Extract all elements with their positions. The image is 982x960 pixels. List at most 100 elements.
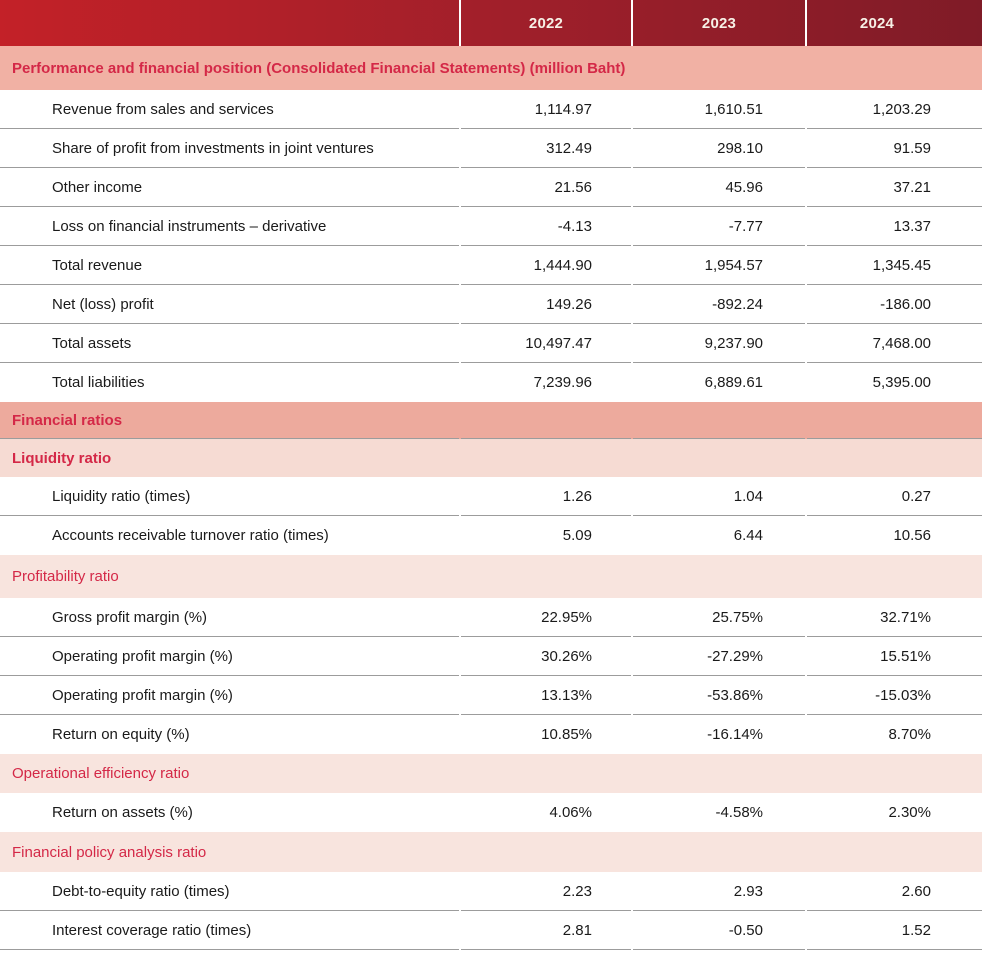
value-2023: 9,237.90 (704, 335, 763, 352)
table-row-accounts-receivable-turnover-ratio-times: Accounts receivable turnover ratio (time… (0, 516, 982, 555)
table-row-gross-profit-margin: Gross profit margin (%) 22.95% 25.75% 32.71… (0, 598, 982, 637)
value-2023: -27.29% (707, 648, 763, 665)
value-2024: 15.51% (880, 648, 931, 665)
table-row-interest-coverage-ratio-times: Interest coverage ratio (times) 2.81 -0.50… (0, 911, 982, 950)
row-label: Total liabilities (52, 374, 145, 391)
row-label: Loss on financial instruments – derivati… (52, 218, 327, 235)
value-2022: 5.09 (562, 527, 592, 544)
row-label: Debt-to-equity ratio (times) (52, 883, 230, 900)
column-header-2022: 2022 (528, 14, 564, 32)
table-row-liquidity-ratio-times: Liquidity ratio (times) 1.26 1.04 0.27 (0, 477, 982, 516)
table-row-loss-on-financial-instruments-derivative: Loss on financial instruments – derivati… (0, 207, 982, 246)
value-2023: 45.96 (725, 179, 763, 196)
value-2022: 30.26% (541, 648, 592, 665)
row-label: Liquidity ratio (times) (52, 488, 191, 505)
row-label: Total revenue (52, 257, 143, 274)
row-label: Return on equity (%) (52, 726, 190, 743)
value-2023: -4.58% (715, 804, 763, 821)
table-row-return-on-equity: Return on equity (%) 10.85% -16.14% 8.70% (0, 715, 982, 754)
section-header-liquidity-ratio: Liquidity ratio (0, 439, 982, 477)
value-2023: -7.77 (728, 218, 763, 235)
value-2023: -892.24 (712, 296, 763, 313)
table-body: Performance and financial position (Cons… (0, 46, 982, 950)
value-2023: 6.44 (733, 527, 763, 544)
row-label: Net (loss) profit (52, 296, 154, 313)
value-2024: 13.37 (893, 218, 931, 235)
value-2022: 10,497.47 (525, 335, 592, 352)
row-label: Total assets (52, 335, 132, 352)
row-label: Share of profit from investments in join… (52, 140, 374, 157)
row-label: Other income (52, 179, 143, 196)
value-2024: 1,203.29 (872, 101, 931, 118)
value-2024: 91.59 (893, 140, 931, 157)
row-label: Operating profit margin (%) (52, 648, 233, 665)
value-2023: 1,954.57 (704, 257, 763, 274)
table-row-return-on-assets: Return on assets (%) 4.06% -4.58% 2.30% (0, 793, 982, 832)
value-2024: 32.71% (880, 609, 931, 626)
value-2024: 7,468.00 (872, 335, 931, 352)
value-2024: -15.03% (875, 687, 931, 704)
section-title: Performance and financial position (Cons… (12, 59, 626, 77)
row-label: Operating profit margin (%) (52, 687, 233, 704)
header-column-divider (805, 0, 807, 46)
value-2022: 2.23 (562, 883, 592, 900)
column-header-2023: 2023 (701, 14, 737, 32)
value-2022: 21.56 (554, 179, 592, 196)
value-2024: 1.52 (901, 922, 931, 939)
value-2022: 7,239.96 (533, 374, 592, 391)
value-2022: 312.49 (546, 140, 592, 157)
section-title: Liquidity ratio (12, 449, 112, 467)
table-row-other-income: Other income 21.56 45.96 37.21 (0, 168, 982, 207)
value-2022: 2.81 (562, 922, 592, 939)
value-2024: 1,345.45 (872, 257, 931, 274)
value-2024: 0.27 (901, 488, 931, 505)
row-label: Revenue from sales and services (52, 101, 274, 118)
value-2024: 10.56 (893, 527, 931, 544)
table-row-revenue-from-sales-and-services: Revenue from sales and services 1,114.97 1… (0, 90, 982, 129)
value-2023: 6,889.61 (704, 374, 763, 391)
table-row-operating-profit-margin: Operating profit margin (%) 30.26% -27.29%… (0, 637, 982, 676)
section-header-financial-policy-analysis-ratio: Financial policy analysis ratio (0, 832, 982, 872)
table-header-row: 2022 2023 2024 (0, 0, 982, 46)
value-2023: -16.14% (707, 726, 763, 743)
value-2024: 2.30% (888, 804, 931, 821)
section-title: Operational efficiency ratio (12, 765, 190, 782)
value-2024: 8.70% (888, 726, 931, 743)
value-2023: 2.93 (733, 883, 763, 900)
section-header-operational-efficiency-ratio: Operational efficiency ratio (0, 754, 982, 793)
table-row-total-liabilities: Total liabilities 7,239.96 6,889.61 5,395.0… (0, 363, 982, 402)
section-header-profitability-ratio: Profitability ratio (0, 555, 982, 598)
value-2022: 10.85% (541, 726, 592, 743)
section-header-performance-and-financial-position-consolidated-: Performance and financial position (Cons… (0, 46, 982, 90)
value-2024: 2.60 (901, 883, 931, 900)
value-2023: -0.50 (728, 922, 763, 939)
table-row-total-assets: Total assets 10,497.47 9,237.90 7,468.00 (0, 324, 982, 363)
row-label: Gross profit margin (%) (52, 609, 208, 626)
value-2023: 298.10 (717, 140, 763, 157)
value-2022: 1,444.90 (533, 257, 592, 274)
value-2022: 1,114.97 (534, 101, 592, 118)
value-2022: 13.13% (541, 687, 592, 704)
value-2022: 4.06% (549, 804, 592, 821)
value-2022: 22.95% (541, 609, 592, 626)
value-2024: -186.00 (880, 296, 931, 313)
header-column-divider (459, 0, 461, 46)
row-label: Return on assets (%) (52, 804, 193, 821)
row-label: Interest coverage ratio (times) (52, 922, 252, 939)
column-header-2024: 2024 (859, 14, 895, 32)
header-spacer-cell (0, 0, 460, 46)
table-row-total-revenue: Total revenue 1,444.90 1,954.57 1,345.45 (0, 246, 982, 285)
section-header-financial-ratios: Financial ratios (0, 402, 982, 439)
table-row-share-of-profit-from-investments-in-joint-ventur: Share of profit from investments in join… (0, 129, 982, 168)
table-row-net-loss-profit: Net (loss) profit 149.26 -892.24 -186.00 (0, 285, 982, 324)
section-title: Financial policy analysis ratio (12, 843, 207, 861)
value-2024: 37.21 (893, 179, 931, 196)
value-2024: 5,395.00 (872, 374, 931, 391)
table-row-debt-to-equity-ratio-times: Debt-to-equity ratio (times) 2.23 2.93 2.60 (0, 872, 982, 911)
value-2023: 1,610.51 (704, 101, 763, 118)
value-2023: -53.86% (707, 687, 763, 704)
table-row-operating-profit-margin: Operating profit margin (%) 13.13% -53.86%… (0, 676, 982, 715)
value-2022: 1.26 (562, 488, 592, 505)
value-2023: 1.04 (733, 488, 763, 505)
